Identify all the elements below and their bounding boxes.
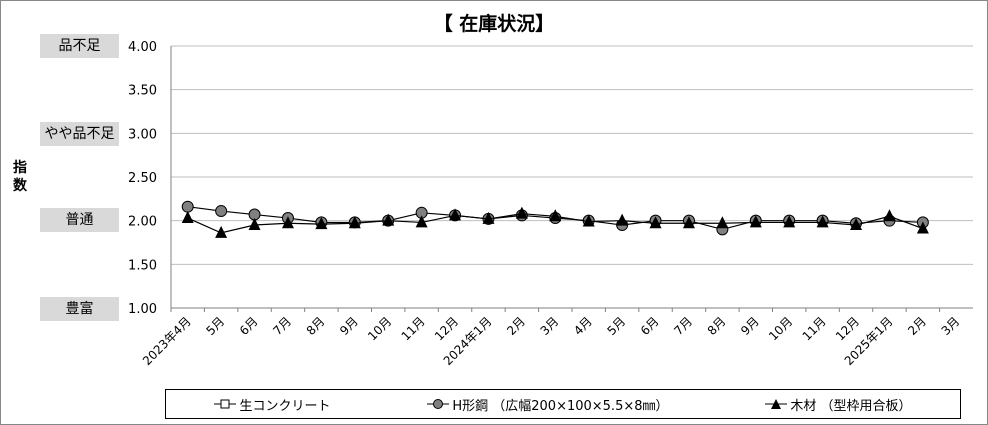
x-tick-label: 2月 (504, 314, 528, 338)
x-tick-label: 12月 (432, 314, 461, 343)
legend-item: H形鋼 （広幅200×100×5.5×8㎜） (427, 395, 669, 414)
legend-item: 生コンクリート (214, 395, 330, 414)
data-point (449, 208, 462, 221)
y-tick-label: 1.00 (128, 302, 157, 317)
data-point (348, 216, 361, 229)
x-tick-label: 7月 (270, 314, 294, 338)
data-point (482, 211, 495, 224)
y-tick-label: 4.00 (128, 40, 157, 55)
data-point (549, 209, 562, 222)
data-point (281, 216, 294, 229)
data-point (415, 215, 428, 228)
data-point (816, 215, 829, 228)
y-tick-label: 3.00 (128, 127, 157, 142)
x-tick-label: 11月 (800, 314, 829, 343)
level-label: やや品不足 (40, 122, 119, 146)
x-tick-label: 3月 (939, 314, 963, 338)
data-point (181, 211, 194, 224)
data-point (248, 218, 261, 231)
legend-item: 木材 （型枠用合板） (765, 395, 912, 414)
level-label: 品不足 (40, 34, 119, 58)
x-tick-label: 8月 (705, 314, 729, 338)
data-point (682, 216, 695, 229)
data-point (315, 217, 328, 230)
level-label: 豊富 (40, 297, 119, 321)
legend: 生コンクリート H形鋼 （広幅200×100×5.5×8㎜） 木材 （型枠用合板… (165, 389, 961, 419)
legend-label: H形鋼 （広幅200×100×5.5×8㎜） (452, 398, 669, 414)
data-point (215, 225, 228, 238)
data-point (716, 216, 729, 229)
data-point (883, 209, 896, 222)
data-point (181, 200, 194, 213)
x-tick-label: 3月 (538, 314, 562, 338)
y-tick-label: 1.50 (128, 258, 157, 273)
x-tick-label: 6月 (638, 314, 662, 338)
x-tick-label: 2月 (905, 314, 929, 338)
x-tick-label: 9月 (337, 314, 361, 338)
legend-label: 木材 （型枠用合板） (790, 398, 912, 414)
data-point (850, 218, 863, 231)
x-tick-label: 6月 (237, 314, 261, 338)
x-tick-label: 2023年4月 (140, 314, 194, 368)
x-tick-label: 11月 (399, 314, 428, 343)
x-tick-label: 8月 (304, 314, 328, 338)
data-point (916, 221, 929, 234)
data-point (783, 215, 796, 228)
y-tick-label: 3.50 (128, 84, 157, 99)
y-tick-label: 2.50 (128, 171, 157, 186)
level-label: 普通 (40, 208, 119, 232)
y-axis-label: 指数 (13, 160, 27, 194)
data-point (749, 215, 762, 228)
data-point (649, 216, 662, 229)
triangle-marker-icon (765, 399, 788, 409)
x-tick-label: 7月 (671, 314, 695, 338)
x-tick-label: 12月 (833, 314, 862, 343)
x-tick-label: 5月 (203, 314, 227, 338)
x-tick-label: 4月 (571, 314, 595, 338)
data-point (582, 214, 595, 227)
x-tick-label: 5月 (604, 314, 628, 338)
circle-marker-icon (427, 399, 450, 409)
chart-title: 【 在庫状況】 (433, 13, 555, 35)
data-point (616, 213, 629, 226)
x-tick-label: 9月 (738, 314, 762, 338)
square-marker-icon (214, 399, 237, 409)
data-point (215, 205, 228, 218)
data-point (382, 213, 395, 226)
data-point (515, 206, 528, 219)
y-tick-label: 2.00 (128, 215, 157, 230)
legend-label: 生コンクリート (239, 398, 331, 414)
x-tick-label: 10月 (766, 314, 795, 343)
x-tick-label: 10月 (365, 314, 394, 343)
